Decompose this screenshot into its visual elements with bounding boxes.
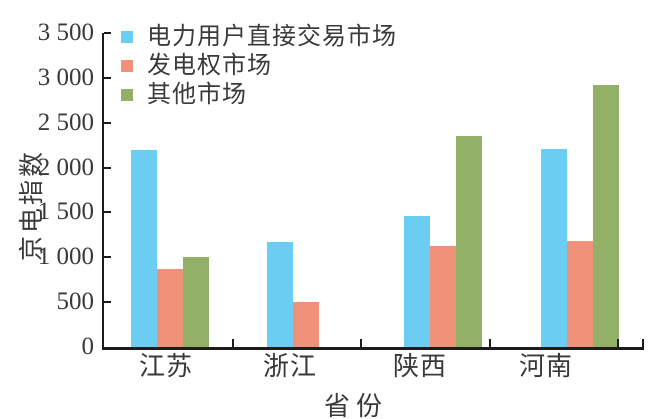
legend-swatch-icon [121,88,133,101]
bar-江苏-发电权市场 [157,268,183,347]
x-tick-mark [360,339,362,347]
y-tick-label: 1 000 [37,243,94,271]
bar-浙江-电力用户直接交易市场 [267,242,293,347]
x-tick-mark [642,339,644,347]
bar-河南-电力用户直接交易市场 [541,148,567,347]
bar-河南-发电权市场 [567,241,593,347]
y-tick-mark [104,256,111,259]
y-tick-label: 2 000 [37,153,94,181]
legend-label: 发电权市场 [147,52,272,79]
legend-label: 其他市场 [147,81,247,108]
legend: 电力用户直接交易市场 发电权市场 其他市场 [121,22,397,109]
legend-label: 电力用户直接交易市场 [147,23,397,50]
y-tick-mark [104,211,111,214]
bar-河南-其他市场 [593,85,619,347]
x-category-label-河南: 河南 [518,352,574,381]
y-tick-label: 3 000 [37,63,94,91]
y-tick-mark [104,32,111,34]
x-category-label-浙江: 浙江 [262,352,318,381]
y-tick-mark [104,121,111,124]
y-tick-label: 2 500 [37,108,94,136]
x-axis-title: 省份 [323,392,389,419]
y-tick-label: 1 500 [37,198,94,226]
legend-swatch-icon [121,30,133,43]
y-tick-label: 0 [81,333,95,360]
x-tick-mark [617,339,619,347]
legend-item: 电力用户直接交易市场 [121,22,397,51]
x-category-label-江苏: 江苏 [138,352,194,381]
bar-陕西-电力用户直接交易市场 [404,216,430,347]
bar-江苏-电力用户直接交易市场 [131,149,157,347]
y-tick-mark [104,76,111,79]
x-category-label-陕西: 陕西 [392,352,448,381]
legend-item: 发电权市场 [121,51,397,80]
bar-江苏-其他市场 [183,257,209,347]
legend-item: 其他市场 [121,80,397,109]
bar-陕西-发电权市场 [430,245,456,347]
y-tick-label: 3 500 [37,19,94,46]
x-tick-mark [232,339,234,347]
x-tick-mark [489,339,491,347]
y-tick-mark [104,301,111,304]
y-tick-mark [104,166,111,169]
y-tick-label: 500 [56,288,95,316]
legend-swatch-icon [121,59,133,72]
bar-浙江-发电权市场 [293,302,319,347]
bar-陕西-其他市场 [456,136,482,347]
plot-area [102,32,644,350]
